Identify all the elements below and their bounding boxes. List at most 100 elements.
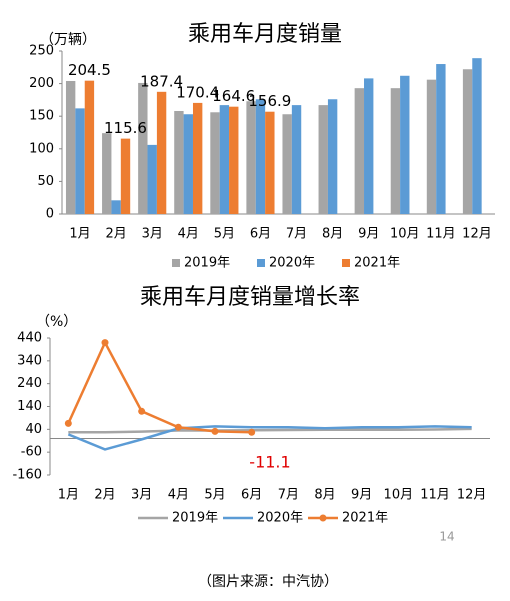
chart-title: 乘用车月度销量增长率 [140, 285, 360, 310]
legend-swatch [319, 514, 327, 522]
bar [291, 105, 302, 214]
y-label: （万辆） [40, 32, 96, 48]
x-tick-label: 2月 [94, 488, 115, 503]
legend-label: 2021年 [342, 511, 388, 526]
bar [426, 79, 437, 214]
x-tick-label: 1月 [58, 488, 79, 503]
x-tick-label: 8月 [322, 227, 343, 242]
line [67, 425, 472, 451]
x-tick-label: 11月 [426, 227, 456, 242]
x-tick-label: 2月 [105, 227, 126, 242]
legend-swatch [257, 259, 265, 267]
y-tick-label: 240 [17, 376, 42, 391]
bar [265, 111, 275, 214]
y-tick-label: 150 [29, 109, 54, 124]
line [67, 339, 252, 434]
y-label: （%） [36, 314, 77, 330]
bar [111, 200, 121, 214]
x-tick-label: 6月 [250, 227, 271, 242]
x-tick-label: 9月 [351, 488, 372, 503]
x-tick-label: 6月 [241, 488, 262, 503]
data-label: 164.6 [212, 87, 255, 105]
page-number: 14 [439, 530, 454, 544]
caption: （图片来源：中汽协） [198, 574, 338, 590]
y-tick-label: 140 [17, 399, 42, 414]
line [68, 427, 472, 434]
bar [192, 102, 203, 214]
bar [75, 108, 85, 214]
y-tick-label: 340 [17, 353, 42, 368]
y-tick-label: -160 [12, 468, 42, 483]
bar [65, 80, 76, 214]
x-tick-label: 8月 [314, 488, 335, 503]
bar [282, 114, 292, 214]
x-tick-label: 5月 [214, 227, 235, 242]
data-label: 115.6 [104, 119, 147, 137]
x-tick-label: 9月 [358, 227, 379, 242]
marker [174, 423, 182, 431]
bar [462, 69, 473, 214]
y-tick-label: 200 [29, 76, 54, 91]
data-label: 170.4 [176, 83, 219, 101]
bar [138, 82, 148, 214]
bar [174, 110, 184, 214]
y-tick-label: 50 [37, 174, 54, 189]
x-tick-label: 3月 [142, 227, 163, 242]
marker [211, 427, 219, 435]
y-tick-label: 100 [29, 141, 54, 156]
marker [101, 339, 109, 347]
x-tick-label: 3月 [131, 488, 152, 503]
bar [156, 91, 167, 214]
x-tick-label: 1月 [69, 227, 90, 242]
legend-label: 2019年 [172, 511, 218, 526]
x-tick-label: 10月 [384, 488, 414, 503]
bar [147, 144, 157, 214]
y-tick-label: 40 [25, 422, 42, 437]
legend-label: 2019年 [184, 256, 230, 271]
x-tick-label: 4月 [178, 227, 199, 242]
bar [246, 101, 256, 214]
legend-swatch [342, 259, 350, 267]
x-tick-label: 11月 [420, 488, 450, 503]
bar [364, 78, 374, 214]
legend-label: 2021年 [354, 256, 400, 271]
legend-label: 2020年 [269, 256, 315, 271]
bar [327, 99, 338, 214]
x-tick-label: 7月 [278, 488, 299, 503]
bar [255, 99, 266, 214]
bar [120, 138, 131, 214]
x-tick-label: 7月 [286, 227, 307, 242]
bar [219, 105, 230, 214]
y-tick-label: 0 [46, 207, 54, 222]
legend-label: 2020年 [257, 511, 303, 526]
bar [102, 133, 112, 214]
bar [354, 88, 365, 214]
data-label: 204.5 [68, 61, 111, 79]
x-tick-label: 4月 [168, 488, 189, 503]
annotation: -11.1 [249, 453, 290, 472]
marker [64, 419, 72, 427]
x-tick-label: 5月 [204, 488, 225, 503]
bar [472, 58, 482, 215]
y-tick-label: 250 [29, 44, 54, 59]
x-tick-label: 10月 [390, 227, 420, 242]
bar [436, 64, 446, 214]
data-label: 156.9 [248, 92, 291, 110]
y-tick-label: -60 [21, 445, 42, 460]
bar [210, 112, 220, 214]
marker [248, 428, 256, 436]
bar [318, 105, 328, 214]
y-tick-label: 440 [17, 331, 42, 346]
bar [400, 75, 410, 214]
data-label: 187.4 [140, 72, 183, 90]
x-tick-label: 12月 [462, 227, 492, 242]
x-tick-label: 12月 [457, 488, 487, 503]
bar [183, 114, 193, 214]
legend-swatch [172, 259, 180, 267]
chart-title: 乘用车月度销量 [188, 22, 342, 47]
bar [390, 88, 401, 214]
bar [229, 106, 239, 214]
bar [84, 80, 95, 214]
marker [138, 407, 146, 415]
